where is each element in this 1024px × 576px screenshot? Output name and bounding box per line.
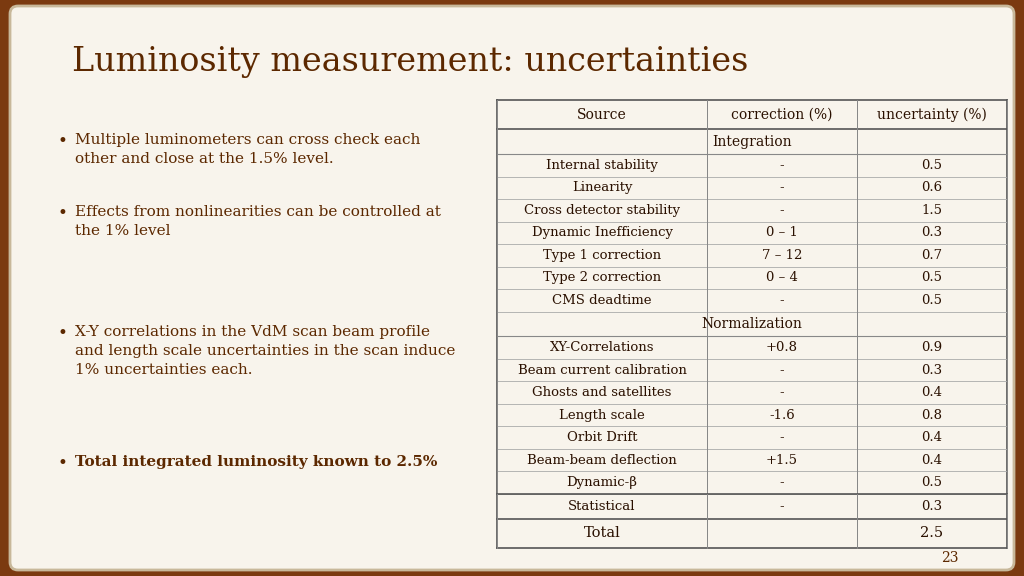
Text: Source: Source: [578, 108, 627, 122]
Text: Effects from nonlinearities can be controlled at
the 1% level: Effects from nonlinearities can be contr…: [75, 205, 441, 238]
Text: 0.3: 0.3: [922, 500, 942, 513]
Text: -: -: [779, 204, 784, 217]
Text: 0.3: 0.3: [922, 363, 942, 377]
Text: 0.5: 0.5: [922, 476, 942, 489]
Text: Beam-beam deflection: Beam-beam deflection: [527, 454, 677, 467]
Text: Total integrated luminosity known to 2.5%: Total integrated luminosity known to 2.5…: [75, 455, 437, 469]
Text: Cross detector stability: Cross detector stability: [524, 204, 680, 217]
Text: Internal stability: Internal stability: [546, 159, 658, 172]
Text: Orbit Drift: Orbit Drift: [566, 431, 637, 444]
Text: +1.5: +1.5: [766, 454, 798, 467]
Text: Total: Total: [584, 526, 621, 540]
Text: 0.4: 0.4: [922, 431, 942, 444]
Text: 0.9: 0.9: [922, 341, 942, 354]
Text: Dynamic-β: Dynamic-β: [566, 476, 637, 489]
Text: Dynamic Inefficiency: Dynamic Inefficiency: [531, 226, 673, 239]
Text: X-Y correlations in the VdM scan beam profile
and length scale uncertainties in : X-Y correlations in the VdM scan beam pr…: [75, 325, 456, 377]
Text: Type 2 correction: Type 2 correction: [543, 271, 662, 285]
Text: -: -: [779, 386, 784, 399]
Text: Statistical: Statistical: [568, 500, 636, 513]
Text: 0.5: 0.5: [922, 271, 942, 285]
Text: 0 – 1: 0 – 1: [766, 226, 798, 239]
Text: -: -: [779, 431, 784, 444]
Text: 0.6: 0.6: [922, 181, 942, 194]
Text: uncertainty (%): uncertainty (%): [878, 108, 987, 122]
Text: •: •: [58, 133, 68, 150]
Text: Length scale: Length scale: [559, 409, 645, 422]
Text: Linearity: Linearity: [571, 181, 632, 194]
Text: 2.5: 2.5: [921, 526, 943, 540]
Text: •: •: [58, 325, 68, 342]
Text: correction (%): correction (%): [731, 108, 833, 122]
Text: 7 – 12: 7 – 12: [762, 249, 802, 262]
Text: Normalization: Normalization: [701, 317, 803, 331]
Text: -: -: [779, 159, 784, 172]
Text: 0.8: 0.8: [922, 409, 942, 422]
Text: -: -: [779, 476, 784, 489]
Text: CMS deadtime: CMS deadtime: [552, 294, 651, 307]
Text: •: •: [58, 205, 68, 222]
Text: Luminosity measurement: uncertainties: Luminosity measurement: uncertainties: [72, 46, 749, 78]
Text: +0.8: +0.8: [766, 341, 798, 354]
Text: XY-Correlations: XY-Correlations: [550, 341, 654, 354]
Text: 0.4: 0.4: [922, 454, 942, 467]
Text: -: -: [779, 181, 784, 194]
Text: Ghosts and satellites: Ghosts and satellites: [532, 386, 672, 399]
Text: -: -: [779, 294, 784, 307]
FancyBboxPatch shape: [10, 6, 1014, 570]
Text: Integration: Integration: [712, 135, 792, 149]
Text: 0.7: 0.7: [922, 249, 942, 262]
Text: 0.5: 0.5: [922, 159, 942, 172]
Text: -: -: [779, 500, 784, 513]
Text: -1.6: -1.6: [769, 409, 795, 422]
Text: 0.3: 0.3: [922, 226, 942, 239]
Text: 1.5: 1.5: [922, 204, 942, 217]
Text: -: -: [779, 363, 784, 377]
Text: •: •: [58, 455, 68, 472]
Text: 0 – 4: 0 – 4: [766, 271, 798, 285]
Text: 23: 23: [941, 551, 958, 565]
Text: Beam current calibration: Beam current calibration: [517, 363, 686, 377]
Text: Type 1 correction: Type 1 correction: [543, 249, 662, 262]
Text: Multiple luminometers can cross check each
other and close at the 1.5% level.: Multiple luminometers can cross check ea…: [75, 133, 421, 166]
Text: 0.4: 0.4: [922, 386, 942, 399]
Text: 0.5: 0.5: [922, 294, 942, 307]
